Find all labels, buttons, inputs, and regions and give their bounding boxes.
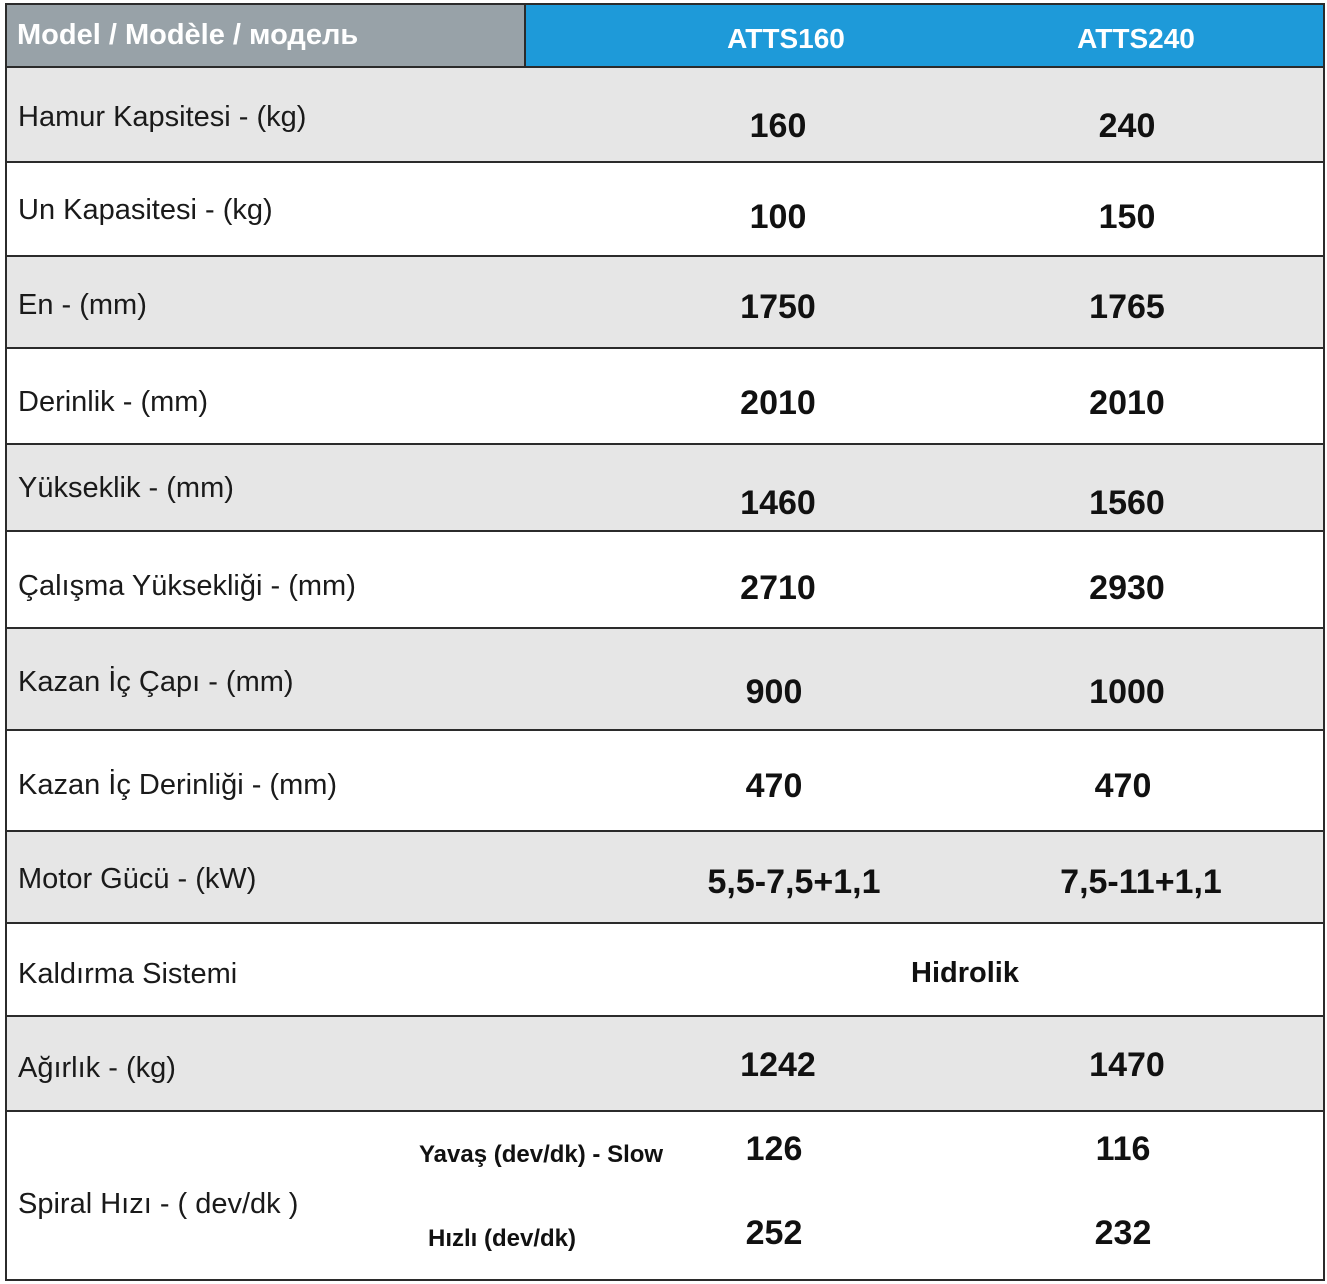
row-label: Spiral Hızı - ( dev/dk ) bbox=[18, 1188, 299, 1220]
slow-value-atts160: 126 bbox=[745, 1130, 803, 1168]
value-atts240: 470 bbox=[1094, 767, 1152, 805]
value-atts160: 100 bbox=[749, 198, 807, 236]
spec-row-flour-capacity: Un Kapasitesi - (kg) 100 150 bbox=[7, 163, 1323, 257]
spec-row-spiral-speed: Spiral Hızı - ( dev/dk ) Yavaş (dev/dk) … bbox=[7, 1112, 1323, 1279]
slow-speed-label: Yavaş (dev/dk) - Slow bbox=[419, 1141, 664, 1168]
value-atts160: 1750 bbox=[740, 288, 816, 326]
value-atts240: 7,5-11+1,1 bbox=[1060, 863, 1222, 901]
spec-row-height: Yükseklik - (mm) 1460 1560 bbox=[7, 445, 1323, 532]
value-atts240: 150 bbox=[1098, 198, 1156, 236]
row-label: Kazan İç Çapı - (mm) bbox=[18, 666, 294, 698]
fast-speed-label: Hızlı (dev/dk) bbox=[428, 1225, 577, 1252]
spec-row-depth: Derinlik - (mm) 2010 2010 bbox=[7, 349, 1323, 445]
spec-row-bowl-depth: Kazan İç Derinliği - (mm) 470 470 bbox=[7, 731, 1323, 832]
header-row: Model / Modèle / модель ATTS160 ATTS240 bbox=[7, 5, 1323, 68]
value-atts240: 1560 bbox=[1089, 484, 1165, 522]
spec-row-motor-power: Motor Gücü - (kW) 5,5-7,5+1,1 7,5-11+1,1 bbox=[7, 832, 1323, 924]
value-merged: Hidrolik bbox=[911, 957, 1019, 989]
row-label: Yükseklik - (mm) bbox=[18, 472, 234, 504]
spec-row-dough-capacity: Hamur Kapsitesi - (kg) 160 240 bbox=[7, 68, 1323, 163]
value-atts240: 1470 bbox=[1089, 1046, 1165, 1084]
row-label: Motor Gücü - (kW) bbox=[18, 863, 257, 895]
row-label: Çalışma Yüksekliği - (mm) bbox=[18, 570, 356, 602]
row-label: Hamur Kapsitesi - (kg) bbox=[18, 101, 307, 133]
row-label: En - (mm) bbox=[18, 289, 147, 321]
row-label: Un Kapasitesi - (kg) bbox=[18, 194, 273, 226]
model-atts240: ATTS240 bbox=[1077, 23, 1195, 54]
value-atts160: 2010 bbox=[740, 384, 816, 422]
spec-row-lifting-system: Kaldırma Sistemi Hidrolik bbox=[7, 924, 1323, 1017]
value-atts160: 160 bbox=[749, 107, 807, 145]
row-label: Kazan İç Derinliği - (mm) bbox=[18, 769, 338, 801]
fast-value-atts160: 252 bbox=[745, 1214, 803, 1252]
value-atts160: 1460 bbox=[740, 484, 816, 522]
slow-value-atts240: 116 bbox=[1095, 1130, 1151, 1168]
value-atts240: 1765 bbox=[1089, 288, 1165, 326]
spec-table: Model / Modèle / модель ATTS160 ATTS240 … bbox=[5, 3, 1325, 1281]
spec-row-working-height: Çalışma Yüksekliği - (mm) 2710 2930 bbox=[7, 532, 1323, 629]
value-atts160: 1242 bbox=[740, 1046, 816, 1084]
spec-row-bowl-diameter: Kazan İç Çapı - (mm) 900 1000 bbox=[7, 629, 1323, 731]
spec-row-weight: Ağırlık - (kg) 1242 1470 bbox=[7, 1017, 1323, 1112]
value-atts240: 240 bbox=[1098, 107, 1156, 145]
spec-row-width: En - (mm) 1750 1765 bbox=[7, 257, 1323, 349]
header-title: Model / Modèle / модель bbox=[17, 19, 359, 51]
row-label: Kaldırma Sistemi bbox=[18, 958, 238, 990]
header-label-cell: Model / Modèle / модель bbox=[7, 5, 526, 66]
value-atts160: 470 bbox=[745, 767, 803, 805]
row-label: Ağırlık - (kg) bbox=[18, 1052, 176, 1084]
header-models-cell bbox=[526, 5, 1323, 66]
model-atts160: ATTS160 bbox=[727, 23, 845, 54]
value-atts160: 2710 bbox=[740, 569, 816, 607]
value-atts240: 2010 bbox=[1089, 384, 1165, 422]
value-atts240: 1000 bbox=[1089, 673, 1165, 711]
value-atts160: 5,5-7,5+1,1 bbox=[707, 863, 881, 901]
row-label: Derinlik - (mm) bbox=[18, 386, 209, 418]
value-atts160: 900 bbox=[745, 673, 803, 711]
fast-value-atts240: 232 bbox=[1094, 1214, 1152, 1252]
value-atts240: 2930 bbox=[1089, 569, 1165, 607]
